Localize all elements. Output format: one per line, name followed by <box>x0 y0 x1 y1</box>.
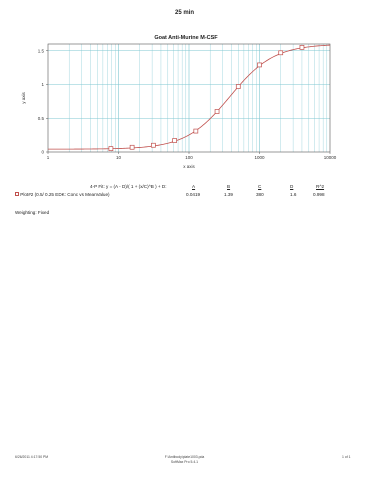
standard-curve-chart: Goat Anti-Murine M-CSF 1 10 100 1000 10000 0 0… <box>21 35 337 169</box>
data-point <box>214 109 220 114</box>
x-tick-label: 1 <box>47 155 50 160</box>
legend-label: Plot#2 (0.5/ 0.25 EDK: Conc vs MeanValue… <box>20 192 110 197</box>
weighting-label: Weighting: Fixed <box>15 210 50 215</box>
legend-marker-icon <box>15 192 19 196</box>
fit-equation-label: 4-P Fit: y = (A - D)/( 1 + (x/C)^B ) + D… <box>90 184 167 189</box>
x-tick-label: 100 <box>185 155 193 160</box>
fit-value-a: 0.0419 <box>186 192 201 197</box>
data-point <box>299 45 305 50</box>
data-points <box>108 45 305 151</box>
page-title: 25 min <box>174 10 194 16</box>
x-axis-label: x axis <box>183 164 195 169</box>
y-tick-label: 0.5 <box>38 116 45 121</box>
footer-file-path: F:\Antibody\plate1003.pda <box>164 455 205 459</box>
fit-header-r2: R^2 <box>316 184 325 189</box>
x-tick-label: 10000 <box>324 155 337 160</box>
axis-ticks: 1 10 100 1000 10000 0 0.5 1 1.5 <box>38 48 337 160</box>
x-tick-label: 10 <box>116 155 122 160</box>
y-tick-label: 1 <box>41 82 44 87</box>
fit-header-a: A <box>192 184 196 189</box>
data-point <box>151 142 156 148</box>
footer-page-number: 1 of 1 <box>342 455 351 459</box>
y-axis-label: y axis <box>21 92 26 104</box>
y-tick-label: 1.5 <box>38 48 45 53</box>
fit-value-r2: 0.998 <box>313 192 325 197</box>
data-point <box>108 146 114 151</box>
fit-header-c: C <box>258 184 262 189</box>
fit-value-d: 1.6 <box>290 192 297 197</box>
fit-value-c: 380 <box>256 192 264 197</box>
fit-header-b: B <box>227 184 231 189</box>
footer-timestamp: 6/26/2011 4:17:50 PM <box>15 455 49 459</box>
data-point <box>193 128 199 134</box>
y-tick-label: 0 <box>41 150 44 155</box>
chart-title: Goat Anti-Murine M-CSF <box>154 35 218 41</box>
data-point <box>257 62 262 68</box>
data-point <box>129 144 135 150</box>
grid-layer <box>48 44 330 152</box>
data-point <box>235 84 241 89</box>
x-tick-label: 1000 <box>254 155 265 160</box>
fit-header-d: D <box>290 184 294 189</box>
legend-entry: Plot#2 (0.5/ 0.25 EDK: Conc vs MeanValue… <box>15 192 110 197</box>
data-point <box>172 138 177 143</box>
fit-value-b: 1.39 <box>224 192 233 197</box>
footer-software: SoftMax Pro 5.4.1 <box>170 460 199 464</box>
data-point <box>278 50 284 56</box>
